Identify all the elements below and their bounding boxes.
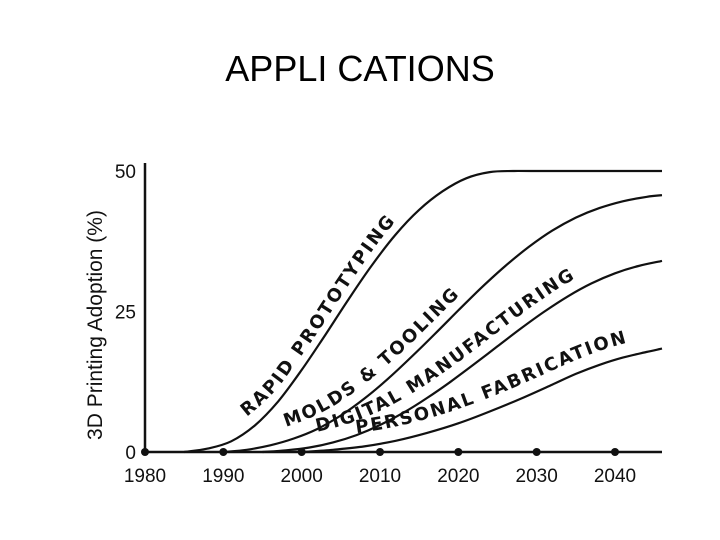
y-tick-label: 50 — [115, 162, 136, 183]
series-line-personal-fabrication — [301, 347, 663, 454]
y-tick-label: 25 — [115, 303, 136, 324]
y-axis-label: 3D Printing Adoption (%) — [84, 210, 107, 440]
x-tick-dot — [611, 448, 619, 456]
x-tick-label: 1980 — [124, 466, 166, 487]
slide-title: APPLI CATIONS — [225, 48, 495, 89]
x-tick-label: 1990 — [202, 466, 244, 487]
x-tick-dot — [376, 448, 384, 456]
x-tick-label: 2010 — [359, 466, 401, 487]
axes: 1980 1990 2000 2010 2020 2030 2040 0 25 50 — [115, 162, 662, 487]
x-tick-dot — [141, 448, 149, 456]
x-tick-label: 2040 — [594, 466, 636, 487]
x-tick-dot — [454, 448, 463, 456]
x-tick-label: 2000 — [281, 466, 323, 487]
x-tick-dot — [297, 448, 306, 456]
series-line-rapid-prototyping — [184, 169, 662, 454]
series-line-digital-manufacturing — [262, 259, 663, 454]
x-tick-label: 2030 — [516, 466, 558, 487]
curves — [184, 169, 663, 454]
x-tick-label: 2020 — [437, 466, 479, 487]
x-tick-dot — [532, 448, 541, 456]
series-line-molds-tooling — [223, 194, 663, 454]
y-tick-label: 0 — [125, 443, 136, 464]
